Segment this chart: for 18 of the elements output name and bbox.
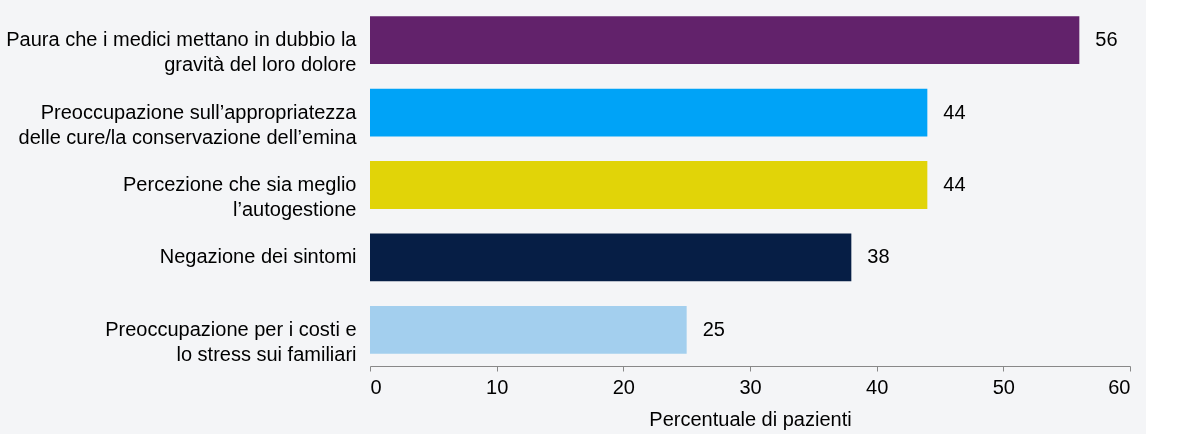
data-label: 25 [702, 317, 725, 340]
data-label: 38 [867, 245, 890, 268]
x-tick-label: 40 [866, 375, 889, 398]
x-tick-label: 20 [612, 375, 635, 398]
x-tick-label: 10 [486, 375, 509, 398]
x-tick-label: 60 [1108, 375, 1131, 398]
data-label: 56 [1095, 28, 1118, 51]
x-tick-label: 0 [370, 375, 382, 398]
x-tick-label: 30 [739, 375, 762, 398]
data-label: 44 [943, 173, 966, 195]
x-axis-title: Percentuale di pazienti [649, 407, 852, 430]
data-label: 44 [943, 100, 966, 123]
y-tick-label: Paura che i medici mettano in dubbio la gravità del loro dolore [6, 28, 358, 76]
y-tick-label: Negazione dei sintomi [159, 245, 357, 268]
y-tick-label: Percezione che sia meglio l’autogestione [123, 173, 357, 220]
y-tick-label: Preoccupazione sull’appropriatezza delle cure/la conservazione dell’emina [18, 100, 358, 148]
x-tick-label: 50 [992, 375, 1015, 398]
y-tick-label: Preoccupazione per i costi e lo stress sui familiari [105, 317, 357, 365]
